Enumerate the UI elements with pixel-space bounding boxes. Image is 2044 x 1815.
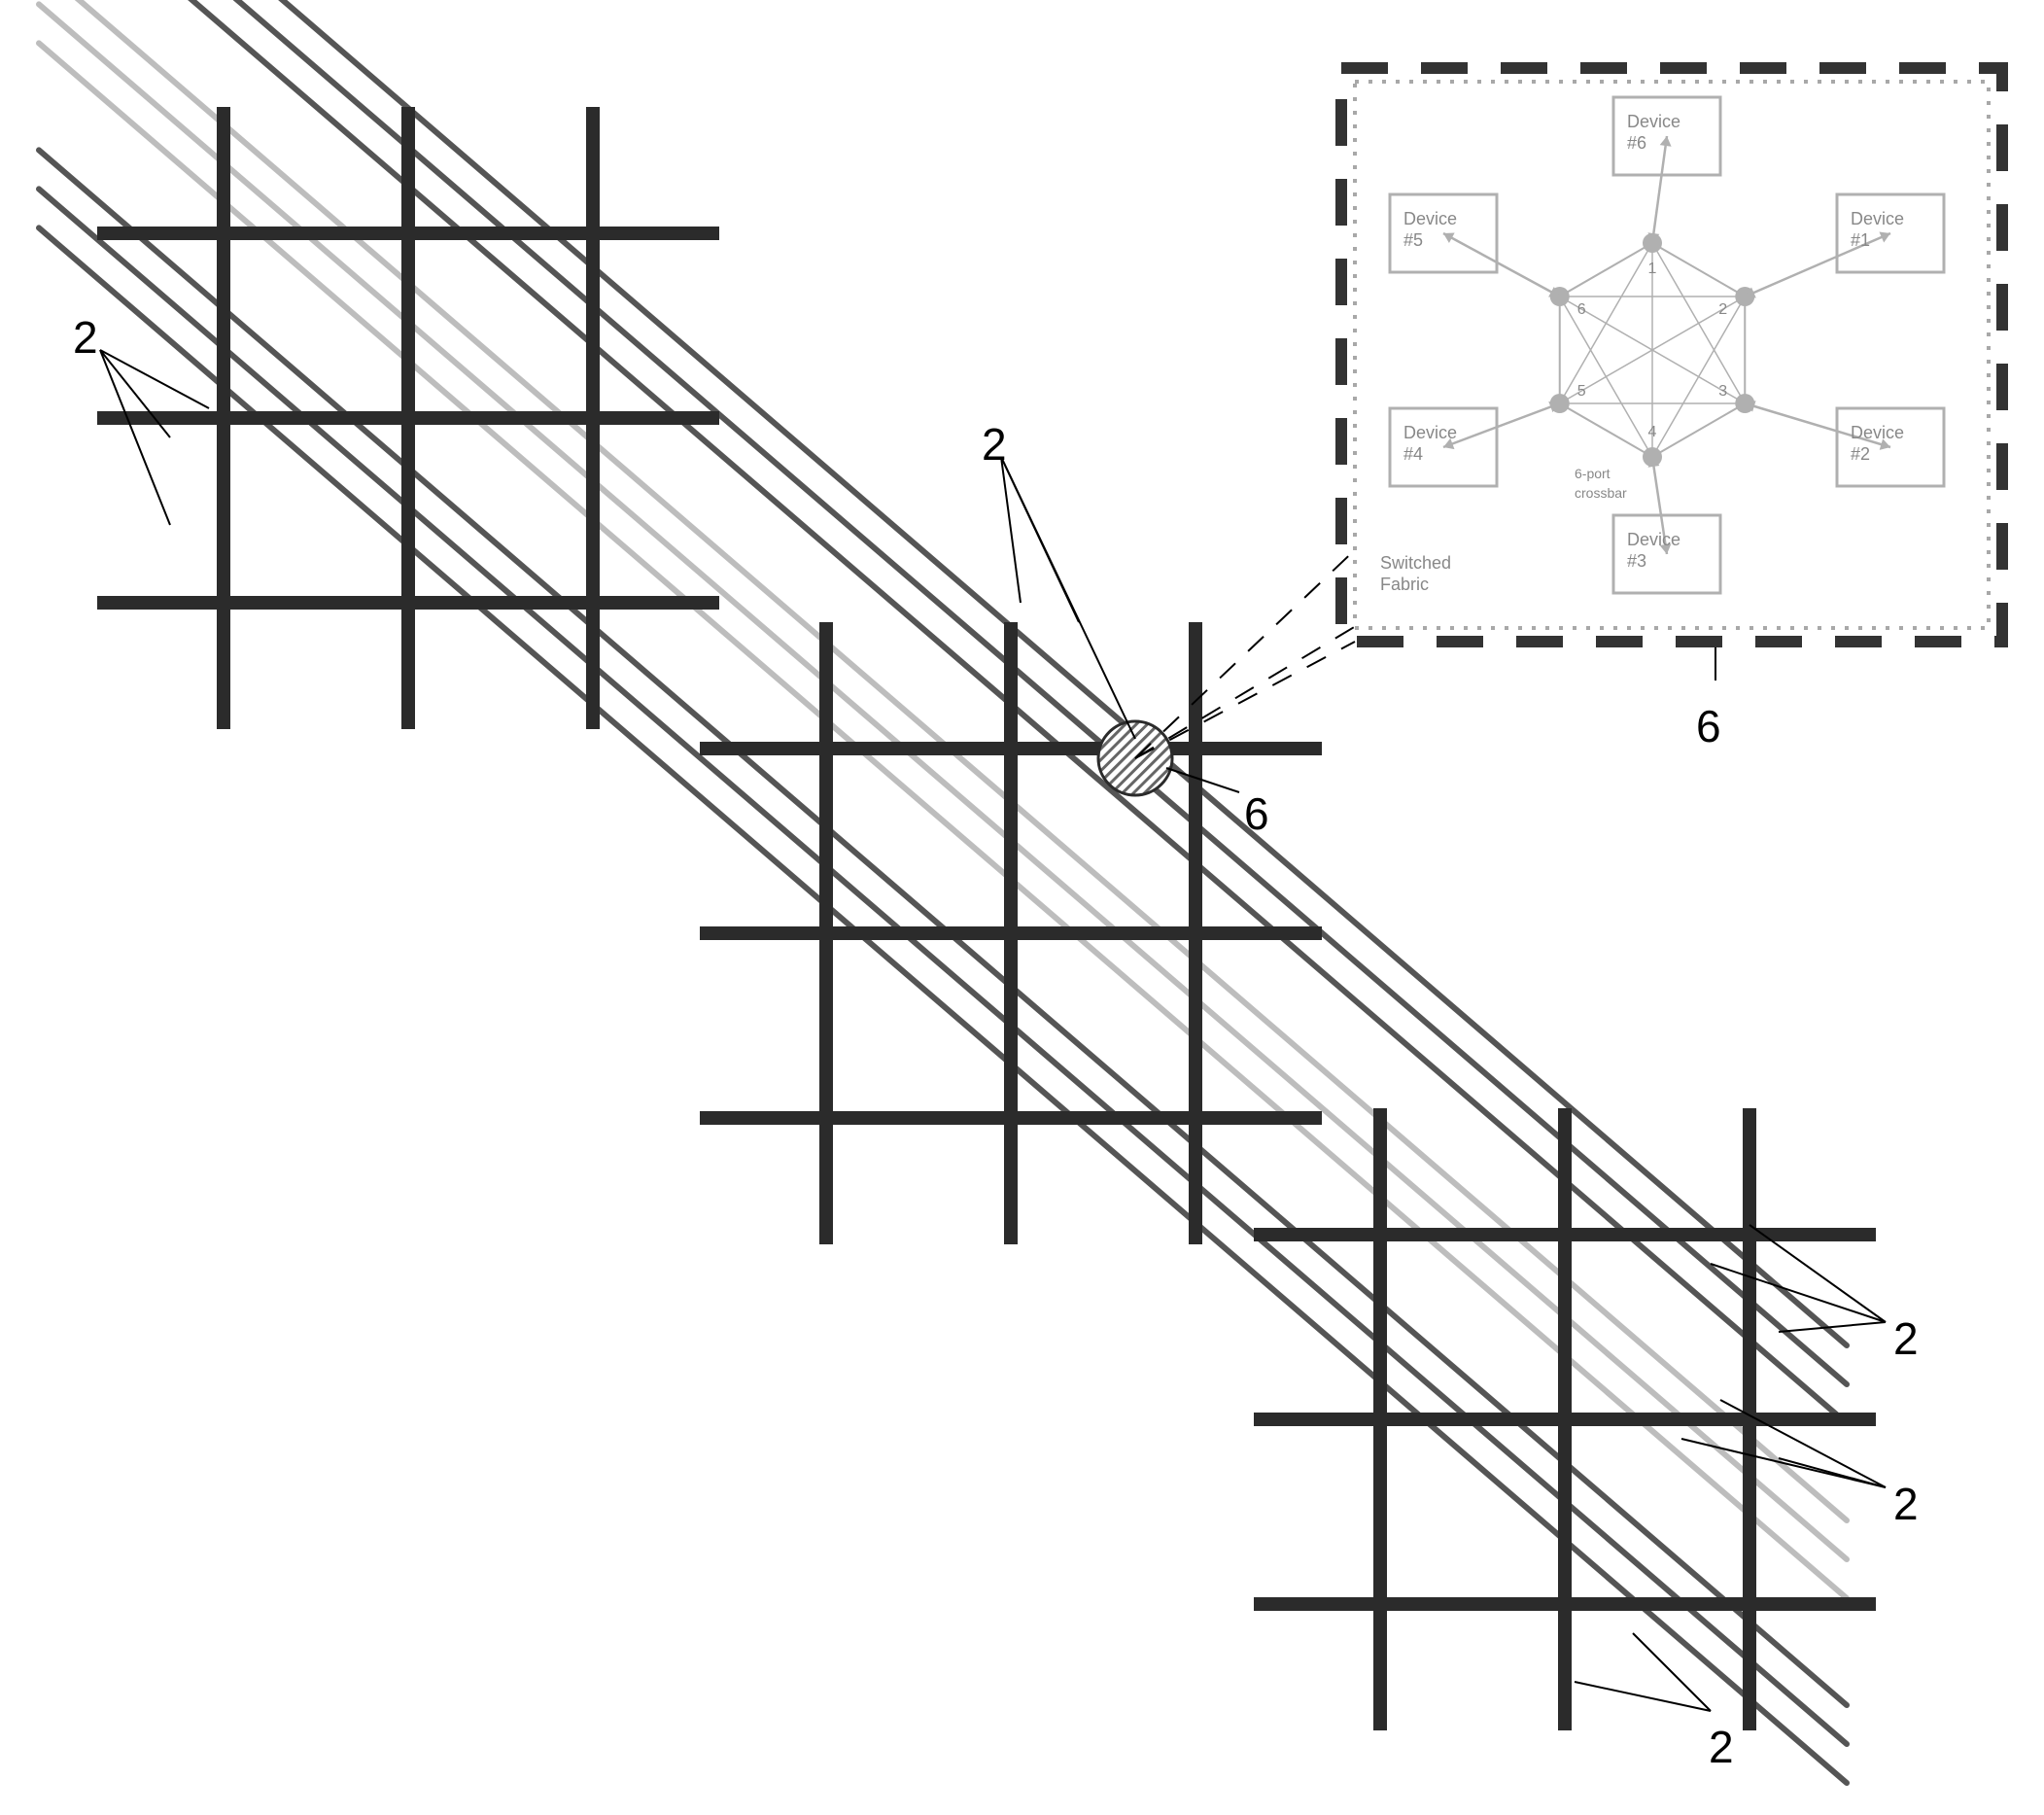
crossbar-caption: 6-port: [1575, 467, 1611, 481]
reference-label: 6: [1244, 787, 1269, 840]
crossbar-port-number: 1: [1648, 261, 1657, 277]
crossbar-port-number: 5: [1577, 383, 1586, 400]
inset-caption: Switched: [1380, 554, 1451, 574]
device-label: #4: [1403, 445, 1423, 465]
leader-line: [1001, 457, 1135, 739]
device-label: #6: [1627, 134, 1646, 154]
crossbar-port-number: 6: [1577, 301, 1586, 318]
crossbar-port-number: 3: [1718, 383, 1727, 400]
reference-label: 2: [982, 418, 1007, 471]
inset-caption: Fabric: [1380, 576, 1429, 595]
device-label: #5: [1403, 231, 1423, 251]
device-label: Device: [1851, 210, 1904, 229]
reference-label: 2: [1709, 1721, 1734, 1773]
crossbar-port-number: 2: [1718, 301, 1727, 318]
device-label: Device: [1627, 113, 1680, 132]
device-label: Device: [1403, 210, 1457, 229]
leader-line: [1633, 1633, 1711, 1711]
leader-line: [1575, 1682, 1711, 1711]
reference-label: 2: [1893, 1312, 1919, 1365]
diagram-svg: 1 2 3 4 5 6: [0, 0, 2044, 1815]
reference-label: 2: [1893, 1478, 1919, 1530]
reference-label: 2: [73, 311, 98, 364]
device-label: #2: [1851, 445, 1870, 465]
device-label: #1: [1851, 231, 1870, 251]
crossbar-caption: crossbar: [1575, 486, 1627, 501]
leader-line: [1135, 544, 1361, 758]
device-label: Device: [1403, 424, 1457, 443]
reference-label: 6: [1696, 700, 1721, 752]
device-label: #3: [1627, 552, 1646, 572]
crossbar-port-number: 4: [1648, 424, 1657, 440]
device-label: Device: [1851, 424, 1904, 443]
device-label: Device: [1627, 531, 1680, 550]
diagram-stage: 1 2 3 4 5 6 2 2 6 6 2 2 2 Device #6 Device #1 Device #2 De…: [0, 0, 2044, 1815]
leader-line: [100, 350, 170, 525]
